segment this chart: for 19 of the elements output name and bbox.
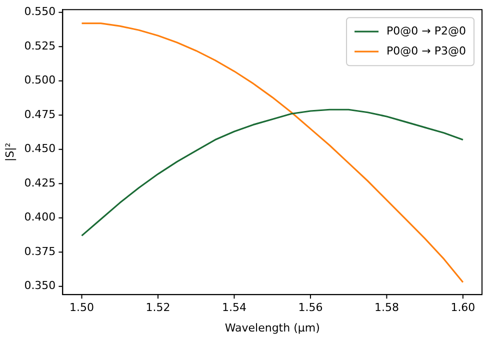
x-tick-label: 1.52: [146, 301, 170, 314]
y-tick-label: 0.450: [24, 142, 56, 156]
x-tick-label: 1.54: [222, 301, 246, 314]
legend-label: P0@0 → P3@0: [386, 44, 466, 58]
x-tick-label: 1.58: [374, 301, 399, 314]
y-tick-label: 0.500: [24, 74, 56, 87]
y-tick-label: 0.375: [24, 244, 56, 258]
x-tick-label: 1.60: [450, 301, 476, 314]
y-tick-label: 0.550: [24, 5, 56, 18]
y-axis-title: |S|²: [3, 142, 16, 162]
legend-label: P0@0 → P2@0: [386, 24, 466, 38]
x-tick-label: 1.50: [70, 301, 94, 314]
y-tick-label: 0.525: [24, 39, 56, 52]
y-tick-label: 0.475: [24, 108, 56, 121]
x-axis-title: Wavelength (µm): [224, 321, 320, 334]
y-tick-label: 0.425: [24, 176, 56, 190]
y-tick-label: 0.400: [24, 210, 56, 224]
y-tick-label: 0.350: [24, 279, 56, 292]
x-tick-label: 1.56: [298, 301, 323, 314]
